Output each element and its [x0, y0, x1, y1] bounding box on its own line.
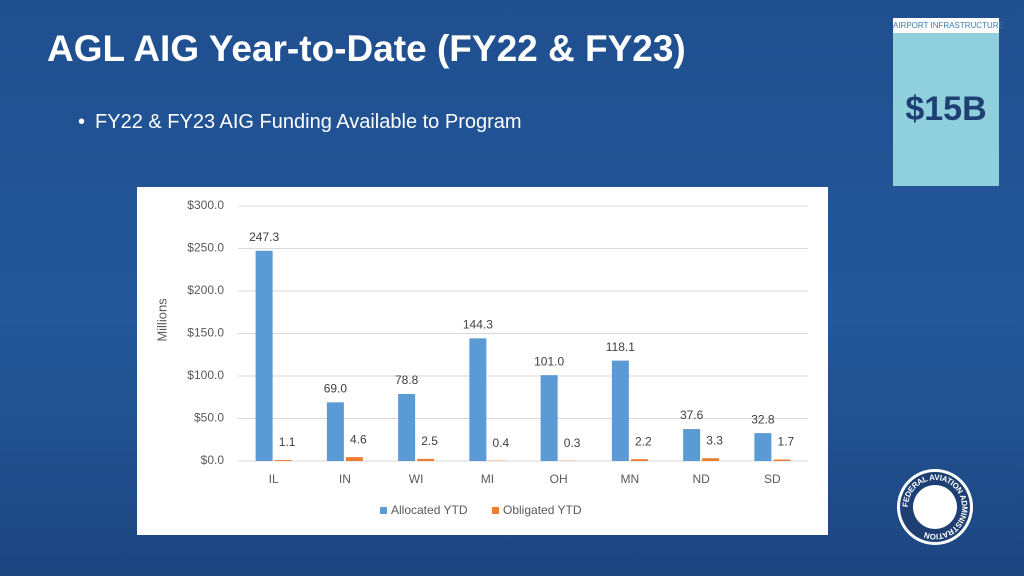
data-label: 78.8 — [395, 373, 419, 387]
bar — [398, 394, 416, 461]
y-tick-label: $200.0 — [187, 283, 224, 297]
bar — [611, 360, 629, 461]
bar — [702, 458, 720, 461]
x-tick-label: MI — [481, 472, 494, 486]
bar — [683, 429, 701, 461]
y-tick-label: $150.0 — [187, 326, 224, 340]
data-label: 4.6 — [350, 432, 367, 446]
bar — [630, 459, 648, 461]
bar — [754, 433, 772, 461]
data-label: 32.8 — [751, 412, 775, 426]
slide-title: AGL AIG Year-to-Date (FY22 & FY23) — [47, 28, 686, 69]
faa-logo: FEDERAL AVIATION ADMINISTRATION — [897, 469, 973, 545]
badge-amount: $15B — [905, 90, 987, 128]
y-axis-title: Millions — [154, 298, 169, 342]
badge-header: AIRPORT INFRASTRUCTURE — [893, 18, 1004, 33]
x-tick-label: ND — [692, 472, 710, 486]
legend-swatch — [492, 507, 499, 514]
x-tick-label: SD — [764, 472, 781, 486]
bullet: FY22 & FY23 AIG Funding Available to Pro… — [78, 111, 522, 134]
x-tick-label: WI — [409, 472, 424, 486]
y-tick-label: $300.0 — [187, 198, 224, 212]
data-label: 0.4 — [493, 436, 510, 450]
bar — [540, 375, 558, 461]
data-label: 247.3 — [249, 230, 279, 244]
legend-label: Obligated YTD — [503, 503, 582, 517]
data-label: 1.7 — [778, 435, 795, 449]
data-label: 1.1 — [279, 435, 296, 449]
bar — [326, 402, 344, 461]
y-tick-label: $0.0 — [201, 453, 225, 467]
bar — [274, 460, 292, 461]
logo-inner — [913, 485, 957, 529]
data-label: 2.5 — [421, 434, 438, 448]
data-label: 3.3 — [706, 433, 723, 447]
bar — [417, 458, 435, 461]
data-label: 0.3 — [564, 436, 581, 450]
data-label: 37.6 — [680, 408, 704, 422]
data-label: 2.2 — [635, 434, 652, 448]
y-tick-label: $50.0 — [194, 411, 224, 425]
y-tick-label: $100.0 — [187, 368, 224, 382]
bar — [345, 457, 363, 461]
x-tick-label: IN — [339, 472, 351, 486]
bar — [773, 459, 791, 461]
legend-label: Allocated YTD — [391, 503, 468, 517]
data-label: 101.0 — [534, 354, 564, 368]
x-tick-label: IL — [269, 472, 279, 486]
badge: AIRPORT INFRASTRUCTURE $15B — [893, 18, 1004, 186]
legend-swatch — [380, 507, 387, 514]
chart: Millions $0.0 $50.0 $100.0 $150.0 $200.0 $250… — [137, 187, 828, 535]
x-tick-label: MN — [621, 472, 640, 486]
data-label: 69.0 — [324, 382, 348, 396]
bar — [469, 338, 487, 461]
data-label: 144.3 — [463, 318, 493, 332]
y-tick-label: $250.0 — [187, 241, 224, 255]
bar — [255, 250, 273, 461]
x-tick-label: OH — [550, 472, 568, 486]
data-label: 118.1 — [606, 340, 635, 354]
